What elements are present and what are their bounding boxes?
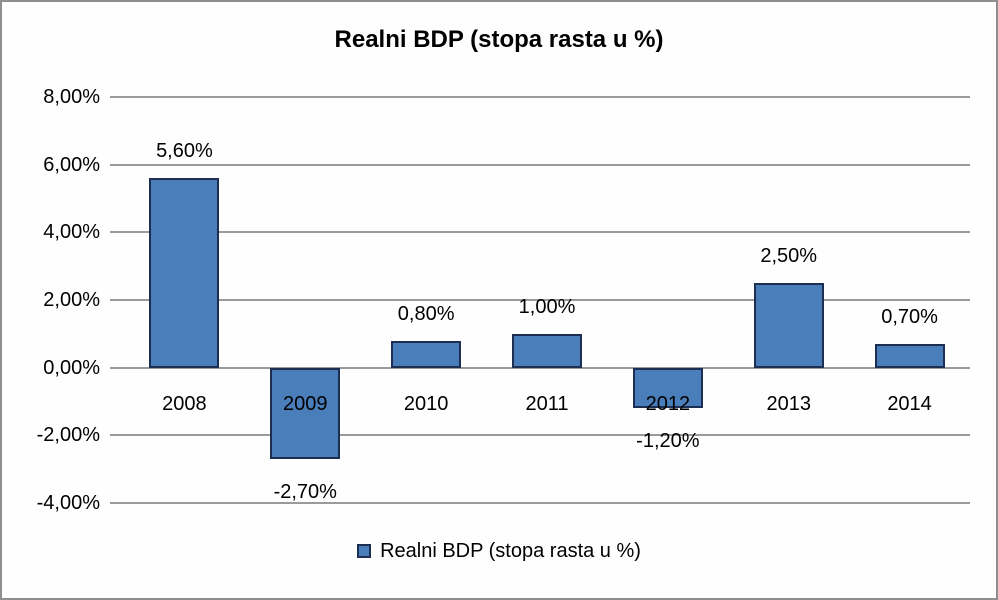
- bar: [149, 178, 220, 368]
- x-axis-category-label: 2012: [645, 393, 691, 415]
- legend-color-swatch-icon: [357, 544, 372, 558]
- y-axis-tick-label: -2,00%: [36, 424, 100, 447]
- x-axis-category-label: 2013: [766, 393, 811, 415]
- bar-value-label: 5,60%: [156, 140, 213, 163]
- x-axis-category-label: 2011: [525, 393, 569, 415]
- bar: [512, 333, 582, 368]
- legend: Realni BDP (stopa rasta u %): [2, 540, 996, 562]
- y-axis-tick-label: -4,00%: [36, 492, 100, 514]
- legend-label: Realni BDP (stopa rasta u %): [380, 540, 641, 562]
- bar-value-label: 0,70%: [881, 305, 938, 328]
- x-axis-category-label: 2010: [403, 393, 449, 415]
- bar-value-label: 2,50%: [760, 245, 818, 268]
- y-axis-tick-label: 6,00%: [43, 153, 100, 176]
- bar-value-label: 0,80%: [397, 302, 455, 325]
- chart-title: Realni BDP (stopa rasta u %): [334, 26, 664, 53]
- gridline: [110, 163, 970, 166]
- x-axis-category-label: 2008: [162, 393, 207, 415]
- x-axis-category-label: 2014: [887, 393, 932, 415]
- bar-value-label: -1,20%: [636, 430, 700, 453]
- y-axis-tick-label: 8,00%: [43, 86, 100, 108]
- gridline: [110, 96, 970, 98]
- y-axis-tick-label: 0,00%: [43, 356, 100, 379]
- gridline: [110, 231, 970, 234]
- bar: [391, 340, 462, 368]
- y-axis-tick-label: 2,00%: [43, 289, 100, 311]
- bar: [874, 343, 945, 368]
- x-axis-category-label: 2009: [283, 393, 328, 415]
- gridline: [110, 366, 970, 369]
- gridline: [110, 434, 970, 437]
- bar: [753, 283, 824, 368]
- gridline: [110, 299, 970, 301]
- bar-value-label: -2,70%: [273, 481, 337, 504]
- gridline: [110, 502, 970, 504]
- bar: [632, 367, 703, 409]
- y-axis-tick-label: 4,00%: [43, 221, 100, 244]
- bar-value-label: 1,00%: [518, 295, 576, 318]
- bar: [270, 367, 341, 459]
